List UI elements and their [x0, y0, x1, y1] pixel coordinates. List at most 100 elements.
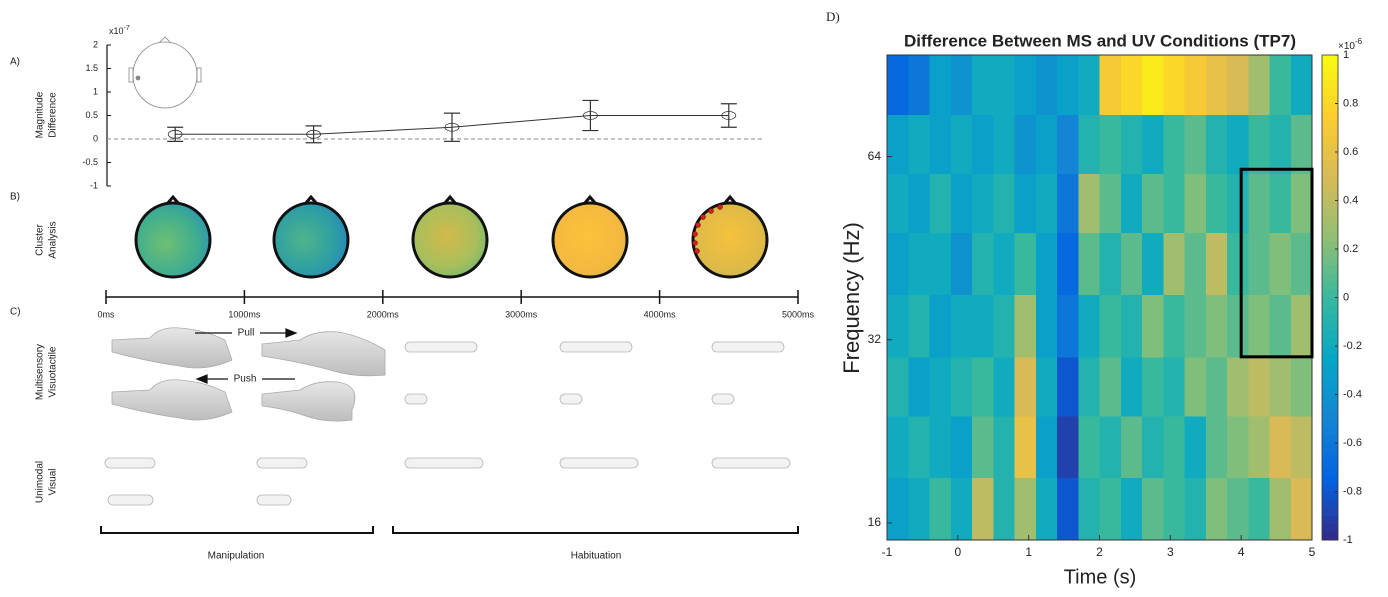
heatmap-cell: [1057, 232, 1079, 295]
heatmap-cell: [950, 477, 973, 541]
colorbar-segment: [1322, 216, 1338, 226]
colorbar-segment: [1322, 152, 1338, 161]
heatmap-cell: [908, 294, 930, 358]
finger: [107, 494, 154, 506]
colorbar-segment: [1322, 119, 1338, 129]
heatmap-cell: [1163, 294, 1185, 358]
arrow-label: Push: [234, 374, 257, 385]
finger: [256, 457, 308, 469]
colorbar-segment: [1322, 168, 1338, 177]
heatmap-cell: [1099, 173, 1122, 234]
heatmap-cell: [929, 114, 952, 175]
phase-label: Habituation: [571, 551, 622, 562]
colorbar-segment: [1322, 305, 1338, 315]
colorbar-tick-label: -0.8: [1343, 485, 1362, 497]
heatmap-cell: [1184, 55, 1207, 116]
heatmap-cell: [1248, 232, 1270, 295]
x-tick-label: 5: [1309, 545, 1316, 559]
heatmap-cell: [1248, 356, 1270, 417]
heatmap-cell: [1142, 232, 1164, 295]
error-bar: [167, 126, 184, 142]
heatmap-cell: [1057, 356, 1079, 417]
colorbar-segment: [1322, 87, 1338, 97]
y-tick-label: 1: [93, 86, 98, 96]
colorbar-segment: [1322, 257, 1338, 266]
colorbar-tick-label: -0.6: [1343, 437, 1362, 449]
colorbar-segment: [1322, 394, 1338, 404]
colorbar-segment: [1322, 434, 1338, 444]
heatmap-cell: [1099, 232, 1122, 295]
colorbar-segment: [1322, 281, 1338, 291]
colorbar-segment: [1322, 297, 1338, 307]
multiplier-base: x10: [109, 26, 124, 36]
heatmap-cell: [950, 55, 973, 116]
colorbar-segment: [1322, 378, 1338, 388]
colorbar-segment: [1322, 176, 1338, 185]
heatmap-cell: [1035, 55, 1058, 116]
heatmap-cell: [1099, 55, 1122, 116]
row-label: Cluster: [35, 223, 46, 255]
heatmap-cell: [1057, 477, 1079, 541]
heatmap-cell: [887, 232, 909, 295]
heatmap-cell: [1078, 114, 1100, 175]
heatmap-cell: [1205, 55, 1228, 116]
colorbar-segment: [1322, 443, 1338, 452]
axis-multiplier: x10-7: [109, 25, 130, 37]
heatmap-cell: [1205, 415, 1228, 479]
heatmap-cell: [1227, 55, 1249, 116]
heatmap-cell: [993, 294, 1015, 358]
error-bar: [444, 112, 460, 142]
heatmap-cell: [1057, 55, 1079, 116]
colorbar-segment: [1322, 386, 1338, 396]
heatmap-cell: [1099, 294, 1122, 358]
heatmap-cell: [1120, 294, 1143, 358]
heatmap-cell: [1163, 477, 1185, 541]
heatmap-cell: [1205, 477, 1228, 541]
colorbar-segment: [1322, 321, 1338, 331]
heatmap-cell: [1227, 173, 1249, 234]
heatmap-cell: [1269, 114, 1292, 175]
colorbar-segment: [1322, 224, 1338, 234]
finger: [404, 457, 484, 469]
label-bg: [228, 372, 262, 386]
highlight-box: [1239, 167, 1314, 359]
head-icon: [128, 36, 202, 109]
colorbar-segment: [1322, 240, 1338, 250]
colorbar-segment: [1322, 103, 1338, 113]
heatmap-cell: [1035, 477, 1058, 541]
heatmap-cell: [1120, 415, 1143, 479]
finger: [104, 457, 156, 469]
heatmap-cell: [1269, 356, 1292, 417]
heatmap-cell: [1163, 232, 1185, 295]
heatmap-cell: [1184, 173, 1207, 234]
heatmap-cell: [1248, 173, 1270, 234]
heatmap-cell: [1269, 173, 1292, 234]
colorbar-segment: [1322, 95, 1338, 105]
heatmap-cell: [1120, 114, 1143, 175]
heatmap-cell: [1290, 114, 1313, 175]
y-tick-label: 2: [93, 39, 98, 49]
heatmap-cell: [1078, 232, 1100, 295]
heatmap-cell: [908, 173, 930, 234]
heatmap-cell: [1184, 294, 1207, 358]
heatmap-cell: [1205, 294, 1228, 358]
heatmap-cell: [1184, 477, 1207, 541]
heatmap-cell: [1014, 356, 1037, 417]
colorbar-segment: [1322, 499, 1338, 509]
colorbar-tick-label: -1: [1343, 534, 1353, 546]
colorbar-segment: [1322, 370, 1338, 379]
colorbar-tick-label: 0.6: [1343, 146, 1358, 158]
heatmap-cell: [972, 114, 994, 175]
heatmap-cell: [1099, 356, 1122, 417]
finger: [559, 393, 583, 405]
colorbar-tick-label: -0.2: [1343, 340, 1362, 352]
y-tick-label: -1: [90, 180, 98, 190]
x-tick-label: 4: [1238, 545, 1245, 559]
heatmap-cell: [1163, 173, 1185, 234]
heatmap-cell: [1035, 415, 1058, 479]
multiplier-exponent: -6: [1355, 37, 1363, 46]
heatmap-cell: [1248, 294, 1270, 358]
heatmap-cell: [1290, 232, 1313, 295]
colorbar-segment: [1322, 346, 1338, 355]
data-point: [583, 111, 598, 120]
